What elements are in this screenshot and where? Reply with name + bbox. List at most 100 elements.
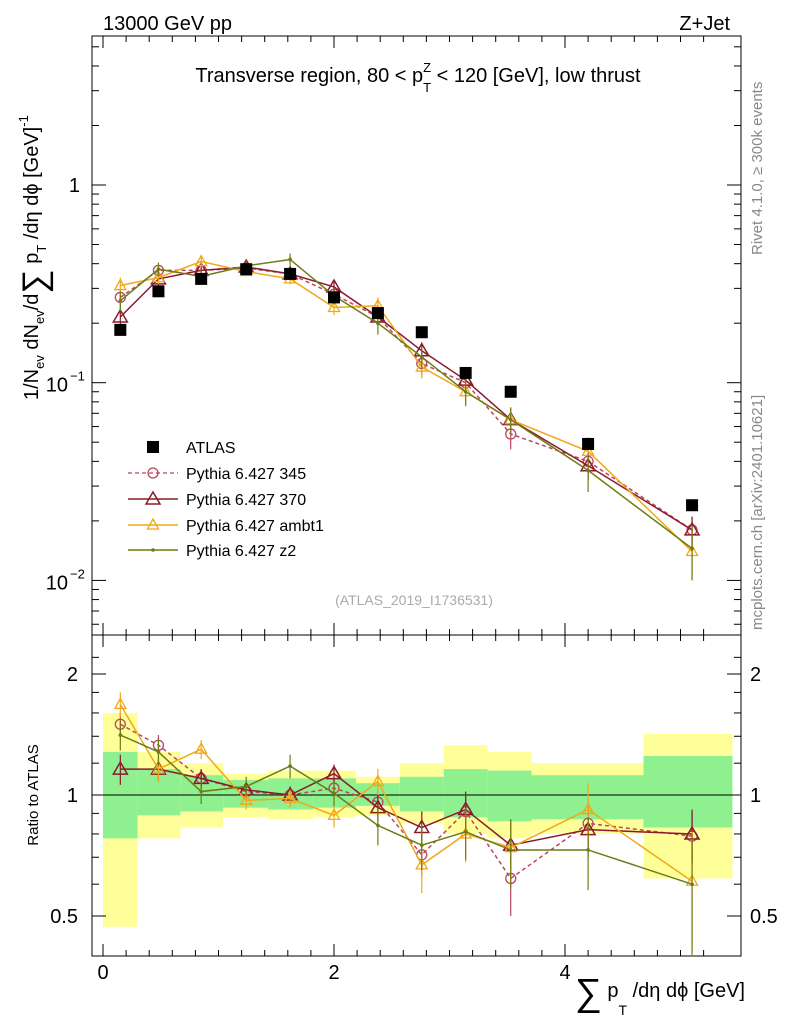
ratio-line-p345 bbox=[119, 723, 693, 880]
ratio-point-z2-3 bbox=[244, 784, 249, 789]
ratio-y-tick-label-right: 2 bbox=[750, 664, 761, 686]
ratio-y-axis-title: Ratio to ATLAS bbox=[25, 744, 42, 845]
point-ambt1-1 bbox=[151, 270, 166, 283]
plot-title: Transverse region, 80 < pZ T < 120 [GeV],… bbox=[195, 60, 641, 95]
point-ambt1-0 bbox=[113, 278, 127, 291]
line-p345 bbox=[119, 267, 693, 531]
atlas-point-2 bbox=[195, 272, 208, 285]
band-green-9 bbox=[487, 770, 532, 822]
ratio-point-z2-7 bbox=[419, 843, 424, 848]
atlas-point-4 bbox=[284, 267, 297, 280]
atlas-point-8 bbox=[459, 366, 472, 379]
ratio-point-z2-11 bbox=[690, 882, 694, 886]
legend-atlas: ATLAS bbox=[186, 440, 236, 457]
point-z2-6 bbox=[376, 321, 380, 325]
ratio-point-p370-5 bbox=[325, 765, 343, 780]
legend-345-marker bbox=[147, 467, 159, 479]
ratio-line-z2 bbox=[120, 734, 693, 885]
ratio-point-ambt1-1 bbox=[151, 761, 166, 774]
band-green-11 bbox=[643, 756, 733, 828]
ratio-point-z2-2 bbox=[199, 789, 203, 794]
ratio-point-z2-9 bbox=[508, 848, 513, 852]
x-tick-label: 0 bbox=[97, 962, 108, 984]
band-green-7 bbox=[399, 776, 444, 812]
legend-z2: Pythia 6.427 z2 bbox=[186, 543, 296, 560]
ratio-y-tick-label-right: 0.5 bbox=[750, 906, 778, 928]
legend-atlas-marker bbox=[147, 441, 159, 453]
atlas-point-11 bbox=[686, 499, 699, 512]
point-z2-7 bbox=[419, 355, 424, 359]
source-label: mcplots.cern.ch [arXiv:2401.10621] bbox=[749, 395, 766, 630]
legend-z2-marker bbox=[151, 548, 155, 552]
ratio-line-p370 bbox=[120, 768, 693, 847]
atlas-point-1 bbox=[152, 285, 165, 298]
main-plot-marks bbox=[112, 253, 701, 581]
line-p370 bbox=[119, 266, 693, 531]
ratio-point-z2-8 bbox=[463, 829, 468, 834]
ratio-point-ambt1-3 bbox=[239, 792, 253, 805]
rivet-label: Rivet 4.1.0, ≥ 300k events bbox=[749, 82, 766, 255]
legend-345: Pythia 6.427 345 bbox=[186, 466, 306, 483]
atlas-point-6 bbox=[371, 307, 384, 320]
y-tick-exponent: −2 bbox=[70, 566, 85, 581]
ratio-y-tick-label: 2 bbox=[67, 664, 78, 686]
ratio-y-tick-label-right: 1 bbox=[750, 785, 761, 807]
atlas-point-7 bbox=[415, 326, 428, 339]
ratio-point-ambt1-0 bbox=[113, 697, 127, 710]
point-z2-11 bbox=[690, 546, 694, 551]
point-ambt1-2 bbox=[194, 254, 208, 267]
point-ambt1-5 bbox=[327, 300, 341, 313]
y-tick-label: 10 bbox=[46, 375, 68, 397]
x-tick-label: 2 bbox=[328, 962, 339, 984]
analysis-label: (ATLAS_2019_I1736531) bbox=[335, 592, 493, 608]
x-tick-label: 4 bbox=[559, 962, 570, 984]
atlas-point-5 bbox=[328, 291, 340, 304]
ratio-point-z2-0 bbox=[118, 733, 123, 737]
y-axis-title: 1/Nev dNev/d∑ pT /dη dϕ [GeV]-1 bbox=[16, 115, 54, 400]
main-plot-ticks: 110−110−2 bbox=[46, 36, 741, 635]
ratio-point-ambt1-2 bbox=[194, 741, 208, 754]
ratio-point-z2-1 bbox=[156, 750, 161, 754]
x-axis-title: ∑ pT /dη dϕ [GeV] bbox=[575, 972, 745, 1018]
legend-ambt1-marker bbox=[146, 517, 160, 530]
ratio-point-ambt1-5 bbox=[327, 807, 341, 820]
ratio-plot-panel: 0 2 4 2 2 1 1 0.5 0.5 Ratio to ATLAS bbox=[25, 634, 778, 984]
ratio-point-ambt1-10 bbox=[581, 802, 595, 815]
point-z2-10 bbox=[586, 468, 590, 473]
legend-370: Pythia 6.427 370 bbox=[186, 492, 306, 509]
legend-ambt1: Pythia 6.427 ambt1 bbox=[186, 518, 324, 535]
ratio-point-z2-4 bbox=[288, 764, 292, 768]
point-z2-4 bbox=[288, 257, 292, 262]
collision-label: 13000 GeV pp bbox=[103, 13, 232, 35]
point-z2-0 bbox=[118, 298, 123, 303]
point-z2-9 bbox=[508, 417, 513, 422]
ratio-point-ambt1-6 bbox=[371, 774, 385, 787]
legend: ATLAS Pythia 6.427 345 Pythia 6.427 370 … bbox=[128, 440, 324, 560]
ratio-plot-marks bbox=[112, 692, 701, 955]
y-tick-exponent: −1 bbox=[70, 369, 85, 384]
ratio-line-ambt1 bbox=[119, 704, 693, 882]
atlas-point-10 bbox=[582, 437, 595, 450]
atlas-point-0 bbox=[114, 323, 127, 336]
legend-370-marker bbox=[144, 490, 162, 505]
ratio-y-tick-label: 0.5 bbox=[50, 906, 78, 928]
main-plot-panel: 110−110−2 Transverse region, 80 < pZ T < … bbox=[16, 35, 742, 636]
point-ambt1-7 bbox=[415, 359, 429, 372]
ratio-point-p370-0 bbox=[112, 760, 129, 775]
line-ambt1 bbox=[120, 260, 693, 553]
line-z2 bbox=[119, 258, 693, 550]
point-p370-0 bbox=[112, 308, 129, 323]
atlas-point-3 bbox=[240, 263, 253, 276]
ratio-point-z2-10 bbox=[586, 848, 590, 852]
y-tick-label: 1 bbox=[69, 175, 80, 197]
y-tick-label: 10 bbox=[46, 572, 68, 594]
ratio-uncertainty-bands bbox=[103, 712, 733, 927]
ratio-point-z2-6 bbox=[376, 823, 380, 828]
ratio-y-tick-label: 1 bbox=[67, 785, 78, 807]
ratio-point-ambt1-4 bbox=[283, 791, 297, 804]
ratio-plot-ticks: 0 2 4 2 2 1 1 0.5 0.5 bbox=[50, 635, 778, 984]
atlas-point-9 bbox=[504, 385, 517, 398]
point-z2-8 bbox=[463, 389, 468, 394]
process-label: Z+Jet bbox=[679, 13, 730, 35]
